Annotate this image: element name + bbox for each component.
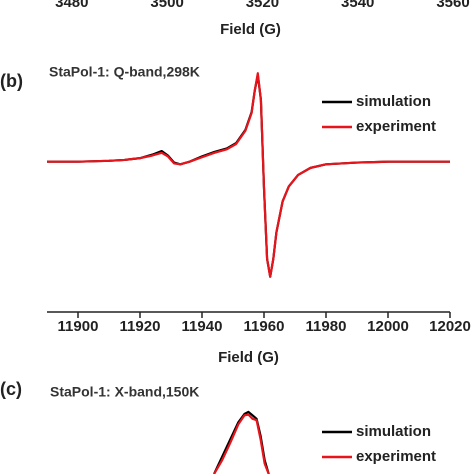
x-tick-label: 11900 (58, 318, 99, 335)
data-line (47, 72, 450, 278)
legend-label: experiment (356, 448, 436, 465)
x-tick-label: 3520 (246, 0, 279, 11)
legend-label: simulation (356, 423, 431, 440)
x-axis-label: Field (G) (220, 21, 281, 38)
x-tick-label: 11960 (244, 318, 285, 335)
x-axis-label: Field (G) (218, 349, 279, 366)
legend-label: simulation (356, 93, 431, 110)
chart-title: StaPol-1: X-band,150K (50, 384, 199, 400)
x-tick-label: 3480 (55, 0, 88, 11)
chart-title: StaPol-1: Q-band,298K (49, 64, 200, 80)
panel-label: (c) (0, 379, 22, 399)
x-tick-label: 11920 (120, 318, 161, 335)
x-tick-label: 3560 (436, 0, 469, 11)
legend-label: experiment (356, 118, 436, 135)
x-tick-label: 3500 (150, 0, 183, 11)
x-tick-label: 3540 (341, 0, 374, 11)
data-line (213, 413, 270, 474)
x-tick-label: 12000 (367, 318, 409, 335)
x-tick-label: 11940 (182, 318, 223, 335)
x-tick-label: 11980 (306, 318, 347, 335)
x-tick-label: 12020 (429, 318, 471, 335)
panel-label: (b) (0, 71, 23, 91)
